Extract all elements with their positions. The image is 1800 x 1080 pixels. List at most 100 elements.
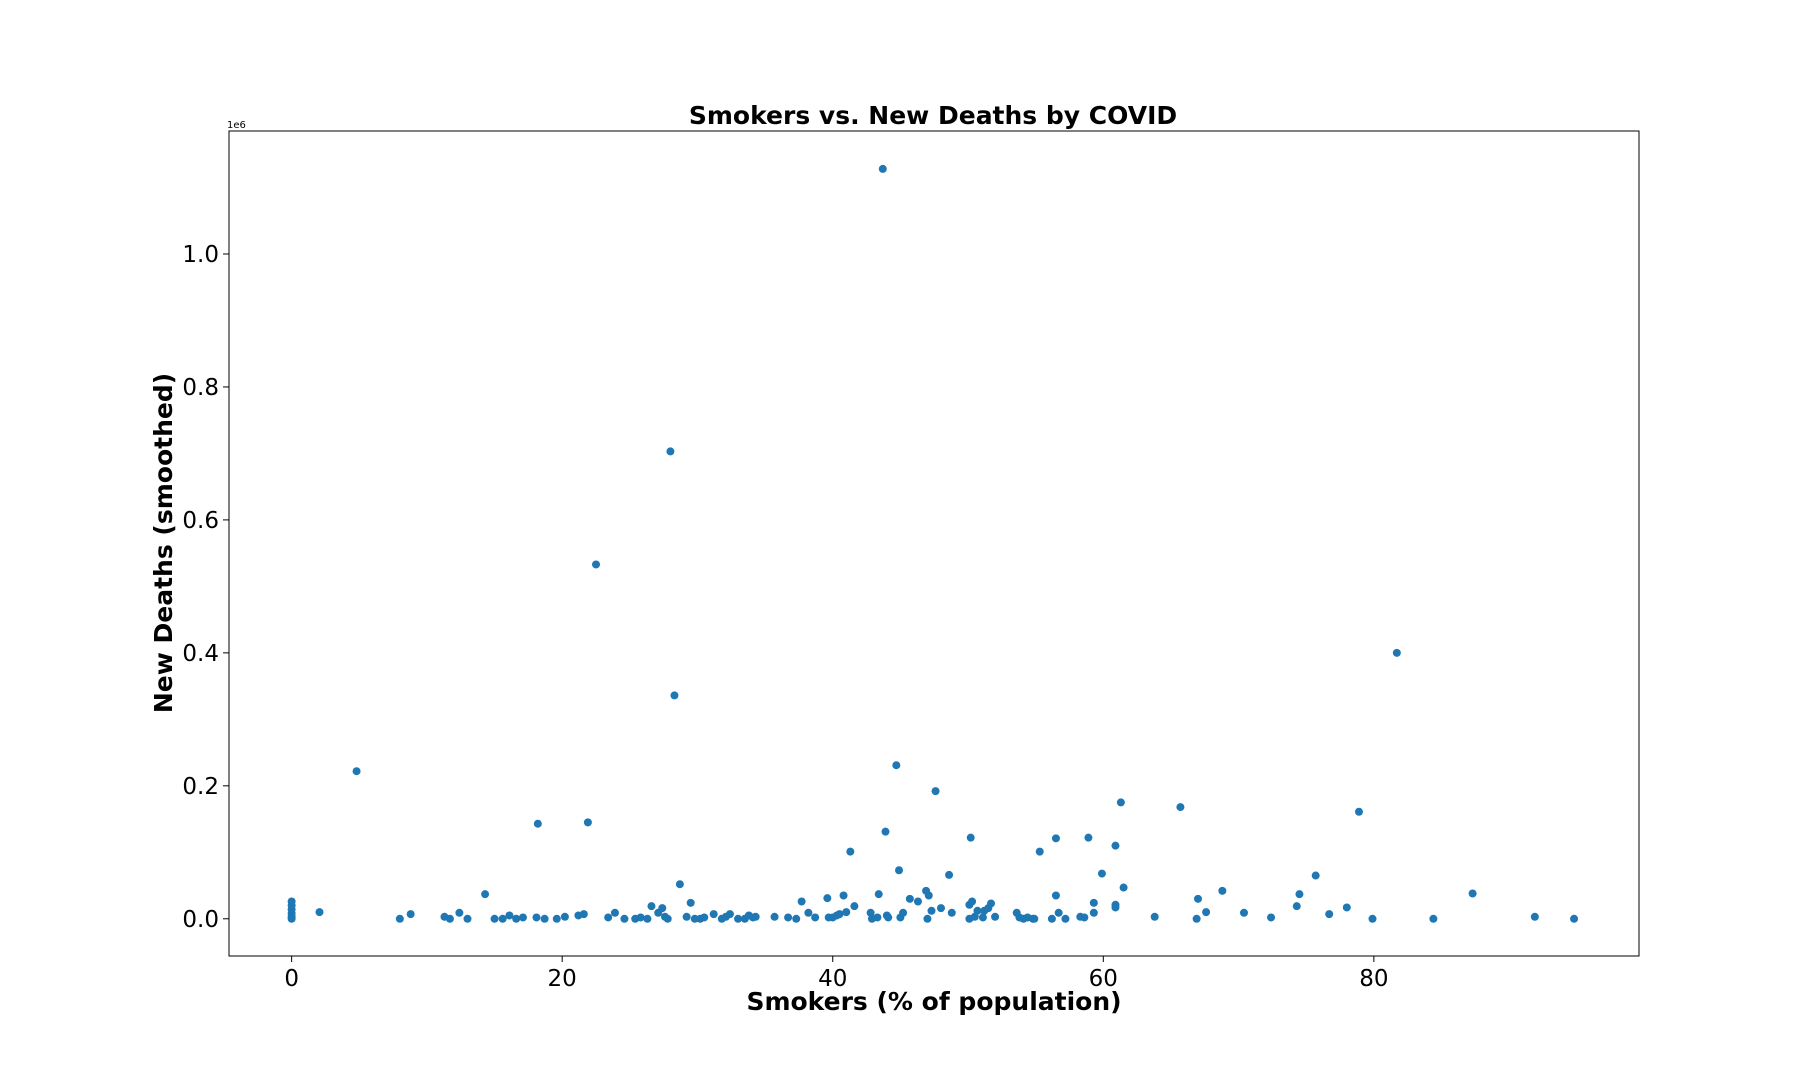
point	[1030, 914, 1039, 923]
point	[604, 913, 613, 922]
point	[850, 902, 859, 911]
point	[991, 912, 1000, 921]
point	[811, 913, 820, 922]
point	[1342, 903, 1351, 912]
point	[1468, 889, 1477, 898]
point	[892, 761, 901, 770]
point	[352, 767, 361, 776]
point	[973, 906, 982, 915]
point	[945, 870, 954, 879]
point	[947, 908, 956, 917]
x-tick-label: 80	[1359, 966, 1388, 992]
x-tick-label: 0	[284, 966, 299, 992]
point	[804, 908, 813, 917]
point	[1111, 841, 1120, 850]
point	[835, 910, 844, 919]
point	[287, 914, 296, 923]
point	[670, 691, 679, 700]
point	[533, 819, 542, 828]
point	[1570, 914, 1579, 923]
point	[881, 827, 890, 836]
point	[445, 914, 454, 923]
y-tick-label: 0.4	[182, 641, 219, 667]
point	[1080, 913, 1089, 922]
chart-title: Smokers vs. New Deaths by COVID	[689, 101, 1177, 130]
point	[978, 913, 987, 922]
point	[1239, 908, 1248, 917]
point	[498, 914, 507, 923]
point	[899, 908, 908, 917]
point	[1311, 871, 1320, 880]
point	[823, 894, 832, 903]
point	[1192, 914, 1201, 923]
point	[1111, 903, 1120, 912]
point	[592, 560, 601, 569]
point	[315, 908, 324, 917]
point	[700, 913, 709, 922]
y-offset-label: 1e6	[227, 120, 246, 131]
point	[647, 902, 656, 911]
y-tick-label: 0.6	[182, 508, 219, 534]
point	[1051, 834, 1060, 843]
point	[987, 899, 996, 908]
point	[1051, 891, 1060, 900]
y-tick-label: 0.8	[182, 375, 219, 401]
point	[873, 913, 882, 922]
point	[1150, 912, 1159, 921]
point	[455, 908, 464, 917]
point	[1392, 648, 1401, 657]
point	[725, 910, 734, 919]
point	[1368, 914, 1377, 923]
x-axis-label: Smokers (% of population)	[746, 987, 1121, 1016]
x-tick-label: 40	[818, 966, 847, 992]
point	[792, 914, 801, 923]
point	[1292, 902, 1301, 911]
point	[709, 910, 718, 919]
point	[1218, 886, 1227, 895]
point	[878, 164, 887, 173]
point	[682, 912, 691, 921]
point	[610, 908, 619, 917]
plot-frame	[228, 130, 1640, 957]
point	[1267, 913, 1276, 922]
point	[784, 913, 793, 922]
point	[866, 908, 875, 917]
point	[1354, 807, 1363, 816]
point	[552, 914, 561, 923]
point	[797, 897, 806, 906]
point	[583, 818, 592, 827]
point	[1035, 847, 1044, 856]
point	[913, 897, 922, 906]
point	[463, 914, 472, 923]
point	[874, 890, 883, 899]
point	[1084, 833, 1093, 842]
point	[924, 891, 933, 900]
point	[666, 447, 675, 456]
y-tick-label: 0.2	[182, 774, 219, 800]
point	[970, 912, 979, 921]
point	[636, 913, 645, 922]
point	[1295, 890, 1304, 899]
point	[884, 913, 893, 922]
point	[1429, 914, 1438, 923]
point	[923, 914, 932, 923]
point	[734, 914, 743, 923]
x-tick-label: 60	[1089, 966, 1118, 992]
point	[532, 913, 541, 922]
point	[540, 914, 549, 923]
point	[1530, 912, 1539, 921]
point	[846, 847, 855, 856]
point	[490, 914, 499, 923]
point	[512, 914, 521, 923]
point	[663, 914, 672, 923]
point	[406, 910, 415, 919]
y-axis-label: New Deaths (smoothed)	[149, 373, 178, 713]
point	[1097, 869, 1106, 878]
point	[1119, 883, 1128, 892]
y-tick-label: 1.0	[182, 242, 219, 268]
point	[1054, 908, 1063, 917]
point	[751, 912, 760, 921]
point	[1176, 803, 1185, 812]
point	[686, 898, 695, 907]
